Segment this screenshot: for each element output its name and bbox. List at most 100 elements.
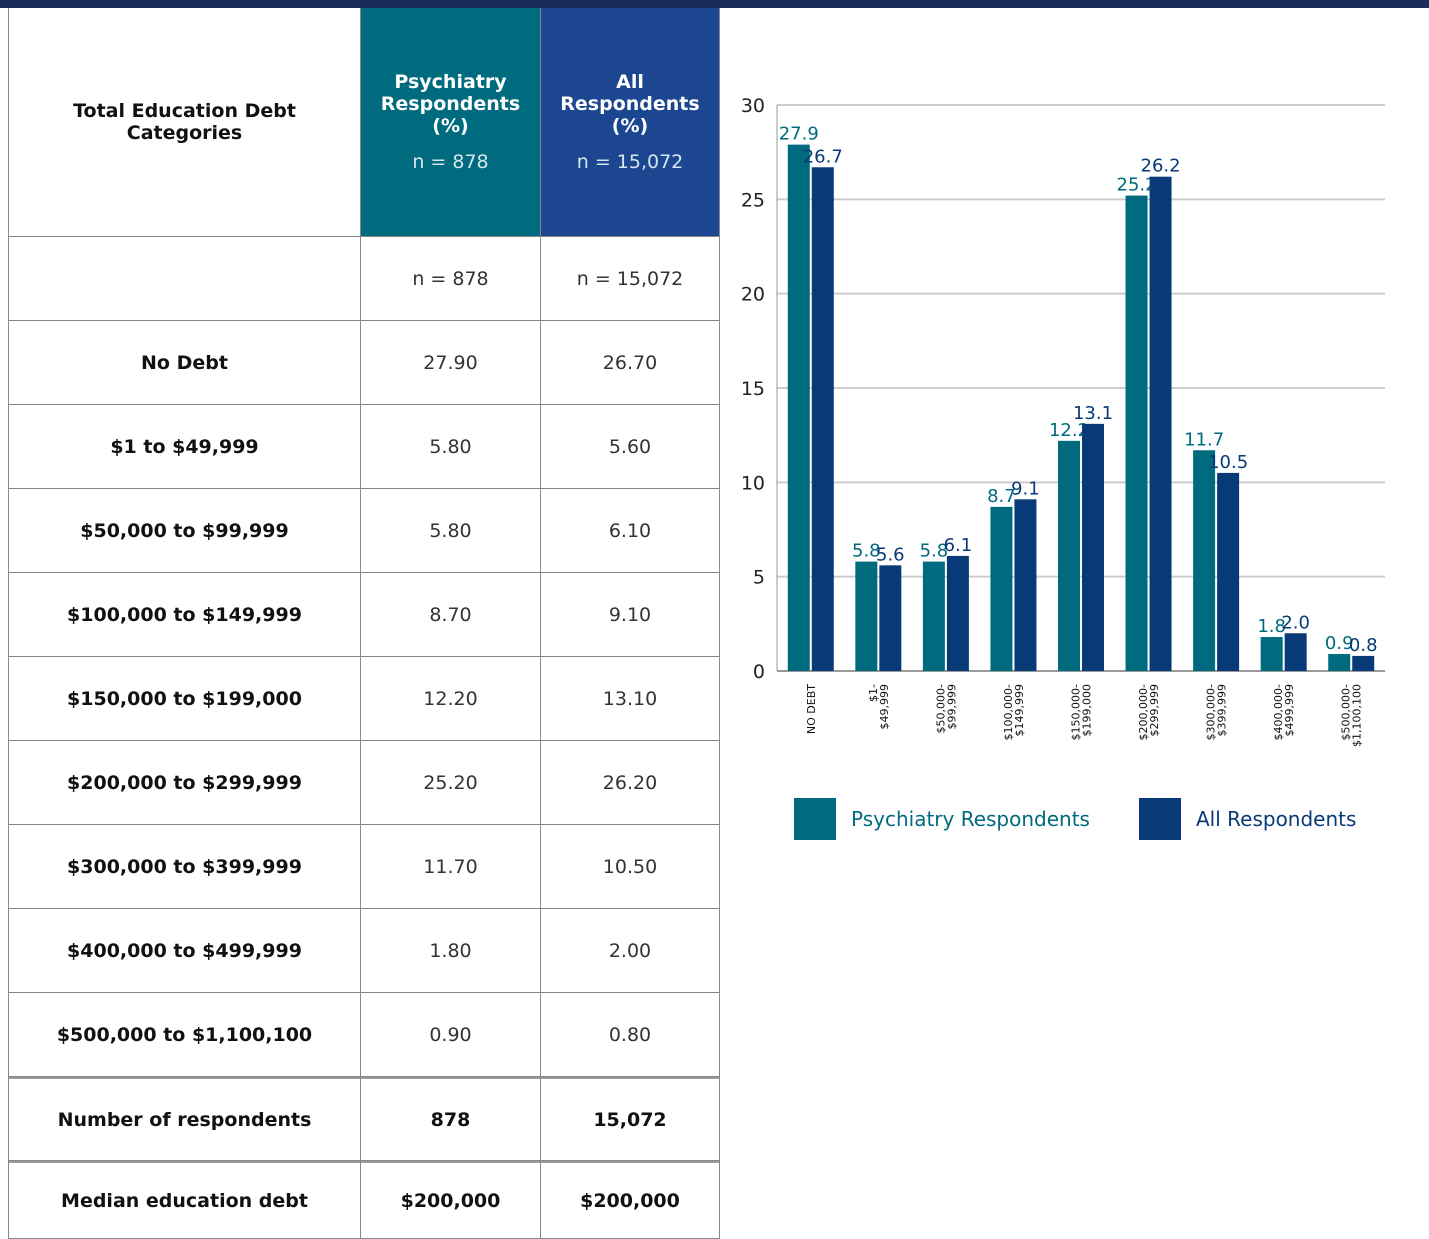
y-tick-label: 25 (741, 189, 765, 211)
x-tick-label: $500,000-$1,100,100 (1340, 684, 1364, 747)
x-tick-group: $100,000-$149,999 (1002, 684, 1026, 740)
y-tick-label: 0 (753, 661, 765, 683)
table-cell: $500,000 to $1,100,100 (8, 993, 361, 1077)
value-label: 5.8 (920, 541, 949, 562)
x-tick-group: $300,000-$399,999 (1205, 684, 1229, 740)
table-cell: 8.70 (361, 573, 541, 657)
table-cell: 10.50 (541, 825, 720, 909)
table-cell: 6.10 (541, 489, 720, 573)
bar (1260, 637, 1283, 671)
bar (1193, 450, 1216, 671)
header-n: n = 15,072 (576, 151, 684, 173)
table-cell: $300,000 to $399,999 (8, 825, 361, 909)
table-cell: 5.60 (541, 405, 720, 489)
table-cell: 0.90 (361, 993, 541, 1077)
table-cell: 12.20 (361, 657, 541, 741)
legend-swatch (1139, 798, 1181, 840)
header-title: Psychiatry Respondents (%) (380, 71, 521, 137)
header-cell: All Respondents (%) n = 15,072 (541, 8, 720, 237)
bar (1328, 654, 1351, 671)
table-cell: 11.70 (361, 825, 541, 909)
x-tick-group: $200,000-$299,999 (1137, 684, 1161, 740)
x-tick-label: NO DEBT (805, 684, 818, 734)
x-tick-label: $400,000-$499,999 (1272, 684, 1296, 740)
value-label: 8.7 (987, 486, 1016, 507)
value-label: 10.5 (1208, 452, 1248, 473)
table-cell: $200,000 (541, 1161, 720, 1239)
table-cell: 0.80 (541, 993, 720, 1077)
value-label: 0.8 (1349, 635, 1378, 656)
table-cell: 27.90 (361, 321, 541, 405)
table-cell: 5.80 (361, 405, 541, 489)
header-cell: Total Education Debt Categories (8, 8, 361, 237)
bar (787, 144, 810, 671)
x-tick-group: $1-$49,999 (867, 684, 891, 730)
table-cell: Median education debt (8, 1161, 361, 1239)
value-label: 25.2 (1117, 175, 1157, 196)
header-cell: Psychiatry Respondents (%) n = 878 (361, 8, 541, 237)
value-label: 11.7 (1184, 429, 1224, 450)
table-cell: $150,000 to $199,000 (8, 657, 361, 741)
x-tick-group: $400,000-$499,999 (1272, 684, 1296, 740)
x-tick-group: NO DEBT (805, 684, 818, 734)
value-label: 5.6 (876, 544, 905, 565)
table-cell: $200,000 to $299,999 (8, 741, 361, 825)
value-label: 2.0 (1281, 612, 1310, 633)
table-cell: $50,000 to $99,999 (8, 489, 361, 573)
bar (1082, 423, 1104, 671)
x-tick-label: $50,000-$99,999 (934, 684, 958, 733)
table-cell: $1 to $49,999 (8, 405, 361, 489)
table-cell: n = 878 (361, 237, 541, 321)
header-n: n = 878 (412, 151, 489, 173)
value-label: 0.9 (1325, 633, 1354, 654)
legend-swatch (794, 798, 836, 840)
table-cell: 26.20 (541, 741, 720, 825)
bar (879, 565, 902, 671)
table-cell: 15,072 (541, 1077, 720, 1161)
table-cell: 878 (361, 1077, 541, 1161)
bar (1014, 499, 1037, 671)
bar (1149, 176, 1172, 671)
x-tick-group: $50,000-$99,999 (934, 684, 958, 733)
value-label: 13.1 (1073, 403, 1113, 424)
bar (990, 506, 1013, 671)
y-tick-label: 30 (741, 95, 765, 117)
table-cell: 26.70 (541, 321, 720, 405)
table-cell (8, 237, 361, 321)
x-tick-label: $100,000-$149,999 (1002, 684, 1026, 740)
table-cell: $100,000 to $149,999 (8, 573, 361, 657)
legend-label: Psychiatry Respondents (851, 807, 1090, 831)
value-label: 9.1 (1011, 478, 1040, 499)
bar (1284, 633, 1307, 671)
x-tick-label: $150,000-$199,000 (1070, 684, 1094, 740)
y-tick-label: 20 (741, 284, 765, 306)
top-bar (0, 0, 1429, 8)
table-cell: 5.80 (361, 489, 541, 573)
bar (946, 555, 969, 671)
value-label: 6.1 (944, 535, 973, 556)
header-title: All Respondents (%) (560, 71, 700, 137)
bar (1058, 440, 1080, 671)
table-cell: $200,000 (361, 1161, 541, 1239)
value-label: 12.2 (1049, 420, 1089, 441)
value-label: 1.8 (1257, 616, 1286, 637)
table-cell: $400,000 to $499,999 (8, 909, 361, 993)
bar (811, 167, 834, 671)
bar (1352, 655, 1375, 671)
bar (922, 561, 945, 671)
legend-label: All Respondents (1196, 807, 1356, 831)
value-label: 26.2 (1141, 156, 1181, 177)
header-title: Total Education Debt Categories (73, 100, 296, 144)
x-tick-group: $150,000-$199,000 (1070, 684, 1094, 740)
table-cell: 9.10 (541, 573, 720, 657)
x-tick-label: $300,000-$399,999 (1205, 684, 1229, 740)
value-label: 26.7 (803, 146, 843, 167)
table-cell: 25.20 (361, 741, 541, 825)
table-cell: No Debt (8, 321, 361, 405)
value-label: 27.9 (779, 124, 819, 145)
x-tick-group: $500,000-$1,100,100 (1340, 684, 1364, 747)
y-tick-label: 5 (753, 567, 765, 589)
table-cell: Number of respondents (8, 1077, 361, 1161)
table-cell: n = 15,072 (541, 237, 720, 321)
